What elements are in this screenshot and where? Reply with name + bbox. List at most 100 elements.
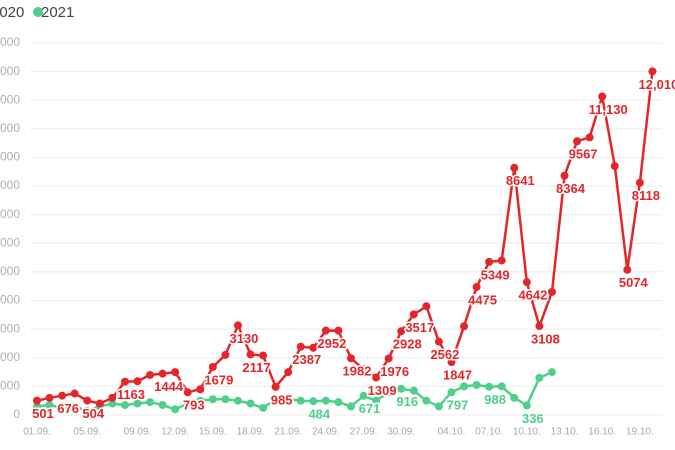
point bbox=[221, 395, 230, 404]
point bbox=[70, 389, 79, 398]
point bbox=[384, 354, 393, 363]
point bbox=[120, 377, 129, 386]
x-tick-label: 05.09. bbox=[73, 427, 101, 438]
point bbox=[397, 384, 406, 393]
y-tick-label: 0 bbox=[13, 407, 20, 421]
data-label: 1309 bbox=[368, 383, 397, 398]
point bbox=[623, 265, 632, 274]
point bbox=[472, 380, 481, 389]
point bbox=[359, 391, 368, 400]
point bbox=[447, 358, 456, 367]
point bbox=[648, 67, 657, 76]
data-label: 1444 bbox=[154, 379, 184, 394]
data-label: 3517 bbox=[405, 320, 434, 335]
data-label: 988 bbox=[484, 392, 506, 407]
x-tick-label: 27.09. bbox=[350, 427, 378, 438]
point bbox=[485, 257, 494, 266]
point bbox=[535, 373, 544, 382]
point bbox=[535, 322, 544, 331]
point bbox=[284, 395, 293, 404]
series bbox=[33, 67, 657, 408]
point bbox=[58, 403, 67, 412]
data-label: 504 bbox=[82, 406, 104, 421]
point bbox=[83, 396, 92, 405]
point bbox=[284, 368, 293, 377]
point bbox=[33, 402, 41, 411]
point bbox=[271, 395, 280, 404]
data-label: 797 bbox=[447, 398, 469, 413]
point bbox=[434, 337, 443, 346]
point bbox=[434, 402, 443, 411]
data-label: 3130 bbox=[229, 331, 258, 346]
point bbox=[196, 396, 205, 405]
data-label: 671 bbox=[359, 401, 381, 416]
point bbox=[208, 395, 217, 404]
x-tick-label: 21.09. bbox=[274, 427, 302, 438]
data-label: 793 bbox=[183, 398, 205, 413]
point bbox=[397, 327, 406, 336]
y-tick-label: 1,000 bbox=[0, 379, 20, 393]
point bbox=[146, 370, 155, 379]
point bbox=[547, 368, 556, 377]
point bbox=[296, 342, 305, 351]
data-label: 5349 bbox=[481, 267, 510, 282]
point bbox=[33, 396, 41, 405]
point bbox=[347, 402, 355, 411]
x-tick-label: 10.10. bbox=[513, 427, 541, 438]
point bbox=[372, 396, 381, 405]
point bbox=[610, 162, 619, 171]
point bbox=[635, 178, 644, 187]
point bbox=[359, 365, 368, 374]
point bbox=[422, 396, 431, 405]
point bbox=[95, 399, 104, 408]
point bbox=[233, 321, 242, 330]
point bbox=[321, 396, 330, 405]
x-tick-label: 12.09. bbox=[161, 427, 189, 438]
data-label: 2562 bbox=[430, 347, 459, 362]
point bbox=[309, 343, 318, 352]
data-label: 484 bbox=[308, 407, 330, 422]
point bbox=[158, 369, 167, 378]
y-tick-label: 13,000 bbox=[0, 35, 20, 49]
x-tick-label: 04.10. bbox=[438, 427, 466, 438]
x-tick-label: 13.10. bbox=[551, 427, 579, 438]
y-tick-label: 8,000 bbox=[0, 178, 20, 192]
data-label: 8364 bbox=[556, 181, 586, 196]
data-label: 2387 bbox=[292, 352, 321, 367]
point bbox=[196, 385, 205, 394]
x-tick-label: 30.09. bbox=[387, 427, 415, 438]
point bbox=[522, 401, 531, 410]
x-tick-label: 24.09. bbox=[312, 427, 340, 438]
y-tick-label: 5,000 bbox=[0, 264, 20, 278]
data-label: 336 bbox=[522, 411, 544, 426]
data-label: 1679 bbox=[204, 372, 233, 387]
x-tick-label: 18.09. bbox=[237, 427, 265, 438]
point bbox=[108, 393, 117, 402]
legend-marker bbox=[33, 7, 43, 17]
point bbox=[233, 396, 242, 405]
y-tick-label: 10,000 bbox=[0, 121, 20, 135]
point bbox=[384, 388, 393, 397]
point bbox=[321, 326, 330, 335]
point bbox=[585, 133, 594, 142]
data-label: 12,010 bbox=[639, 77, 675, 92]
data-label: 9567 bbox=[569, 147, 598, 162]
point bbox=[497, 256, 506, 265]
data-label: 1976 bbox=[380, 364, 409, 379]
data-label: 916 bbox=[396, 394, 418, 409]
point bbox=[510, 393, 519, 402]
point bbox=[158, 400, 167, 409]
data-label: 676 bbox=[57, 401, 79, 416]
y-tick-label: 4,000 bbox=[0, 293, 20, 307]
point bbox=[460, 322, 469, 331]
x-tick-label: 15.09. bbox=[199, 427, 227, 438]
data-label: 2952 bbox=[317, 336, 346, 351]
point bbox=[183, 388, 192, 397]
point bbox=[573, 137, 582, 146]
point bbox=[296, 396, 305, 405]
y-tick-label: 3,000 bbox=[0, 321, 20, 335]
point bbox=[598, 92, 607, 101]
point bbox=[246, 350, 255, 359]
point bbox=[45, 400, 54, 409]
